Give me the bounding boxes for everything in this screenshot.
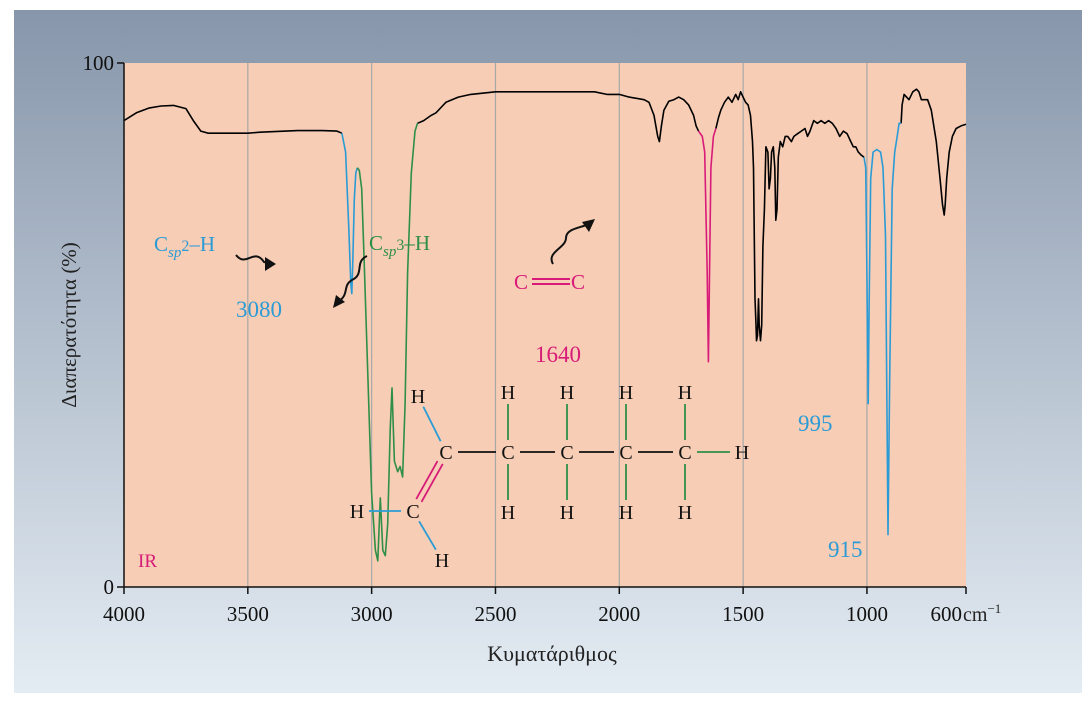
y-axis-label: Διαπερατότητα (%): [57, 242, 81, 408]
sp2-ch-arrowhead: [265, 257, 276, 271]
bond: [418, 520, 437, 551]
sp2-ch-arrow: [235, 254, 273, 265]
sp2-ch-label: Csp2–H: [154, 232, 215, 261]
x-tick-label: 3000: [351, 602, 393, 626]
atom-c0: C: [406, 501, 419, 523]
peak-915-label: 915: [828, 537, 863, 562]
atom-h4t: H: [619, 382, 633, 404]
axes: 4000 3500 3000 2500 2000 1500 1000 600 0 100: [83, 51, 967, 626]
y-tick-label: 0: [104, 575, 115, 599]
atom-c5: C: [678, 442, 691, 464]
atom-c4: C: [619, 442, 632, 464]
peak-3080-label: 3080: [236, 297, 282, 322]
cc-left-label: C: [514, 270, 528, 294]
atom-h_end: H: [735, 442, 749, 464]
atom-h2b: H: [501, 502, 515, 524]
corner-label: IR: [138, 551, 157, 572]
x-tick-label: 2500: [474, 602, 516, 626]
spectrum-line: [900, 88, 967, 216]
995-band: [863, 122, 902, 536]
molecule-structure: H C C C C C H C H H H H H H H H H H: [350, 382, 749, 572]
y-tick-label: 100: [83, 51, 115, 75]
bond: [420, 463, 444, 503]
atom-h5t: H: [678, 382, 692, 404]
bond: [415, 460, 439, 500]
cc-right-label: C: [571, 270, 585, 294]
sp3-ch-arrowhead: [333, 295, 345, 308]
peak-995-label: 995: [798, 411, 833, 436]
x-tick-label: 3500: [227, 602, 269, 626]
atom-c2: C: [501, 442, 514, 464]
x-axis-unit: cm−1: [963, 601, 1001, 626]
sp2-ch-band: [341, 133, 359, 295]
atom-h5b: H: [678, 502, 692, 524]
x-tick-label: 600: [931, 602, 963, 626]
spectrum-trace: [123, 88, 967, 562]
cc-arrowhead: [582, 219, 595, 232]
spectrum-line: [123, 104, 343, 134]
atom-h4b: H: [619, 502, 633, 524]
atom-c3: C: [560, 442, 573, 464]
plot-area: [124, 63, 966, 587]
atom-h3b: H: [560, 502, 574, 524]
bond: [422, 406, 442, 442]
x-tick-label: 2000: [598, 602, 640, 626]
x-tick-label: 1500: [722, 602, 764, 626]
atom-h2t: H: [501, 382, 515, 404]
cc-arrow: [550, 223, 589, 265]
atom-h_left: H: [350, 501, 364, 523]
peak-1640-label: 1640: [535, 342, 581, 367]
atom-c1: C: [439, 442, 452, 464]
sp3-ch-band: [356, 123, 419, 562]
atom-h_top: H: [411, 386, 425, 408]
cc-stretch-band: [697, 128, 717, 363]
sp3-ch-label: Csp3–H: [369, 231, 430, 260]
atom-h_bot: H: [435, 550, 449, 572]
sp3-ch-arrow: [337, 255, 368, 303]
spectrum-line: [715, 91, 865, 342]
spectrum-line: [417, 91, 700, 143]
atom-h3t: H: [560, 382, 574, 404]
x-axis-label: Κυματάριθμος: [487, 641, 617, 666]
x-tick-label: 1000: [846, 602, 888, 626]
x-tick-label: 4000: [103, 602, 145, 626]
